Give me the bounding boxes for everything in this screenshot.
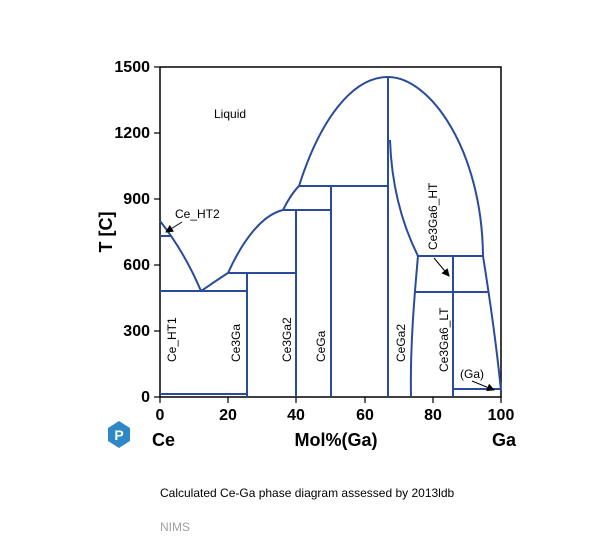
phase-label-cega: CeGa (314, 330, 328, 362)
x-tick-label: 20 (219, 407, 237, 424)
y-tick-label: 0 (141, 389, 150, 406)
ce-ht2-arrow (165, 221, 183, 233)
phase-label-ga: (Ga) (460, 367, 484, 381)
svg-text:P: P (114, 427, 123, 443)
credit-label: NIMS (160, 520, 190, 534)
phase-label-ce-ht1: Ce_HT1 (165, 317, 179, 362)
y-axis-title: T [C] (96, 212, 116, 253)
left-element-label: Ce (152, 430, 175, 450)
y-tick-label: 300 (123, 323, 150, 340)
figure-caption: Calculated Ce-Ga phase diagram assessed … (160, 486, 455, 500)
phase-label-ce3ga6-lt: Ce3Ga6_LT (437, 307, 451, 372)
y-tick-label: 900 (123, 191, 150, 208)
x-tick-label: 40 (287, 407, 305, 424)
phase-label-ce3ga2: Ce3Ga2 (280, 317, 294, 362)
right-element-label: Ga (492, 430, 517, 450)
y-tick-label: 600 (123, 257, 150, 274)
phase-label-ce-ht2: Ce_HT2 (175, 207, 220, 221)
x-tick-label: 100 (488, 407, 515, 424)
phase-label-cega2: CeGa2 (394, 324, 408, 362)
x-tick-label: 80 (424, 407, 442, 424)
liquidus-ce3ga2 (227, 209, 284, 274)
ce3ga6-ht-arrow (433, 257, 450, 277)
cega2-solvus (389, 139, 419, 257)
liquidus-ga-side (482, 255, 502, 392)
axis-ticks (154, 66, 502, 403)
liquidus-ce-side (159, 220, 202, 292)
y-tick-label: 1200 (114, 125, 150, 142)
phase-label-liquid: Liquid (214, 107, 246, 121)
ga-arrow (471, 380, 495, 392)
phase-boundaries (159, 75, 502, 398)
x-axis-title: Mol%(Ga) (295, 430, 378, 450)
phase-label-ce3ga: Ce3Ga (229, 324, 243, 362)
x-tick-label: 60 (356, 407, 374, 424)
liquidus-cega (282, 185, 300, 211)
nims-logo-icon: P (108, 421, 130, 448)
liquidus-dome (298, 75, 484, 257)
y-tick-label: 1500 (114, 59, 150, 76)
x-tick-label: 0 (156, 407, 165, 424)
phase-label-ce3ga6-ht: Ce3Ga6_HT (426, 182, 440, 250)
liquidus-ce3ga (200, 272, 229, 292)
ce3ga6-left (409, 255, 419, 398)
